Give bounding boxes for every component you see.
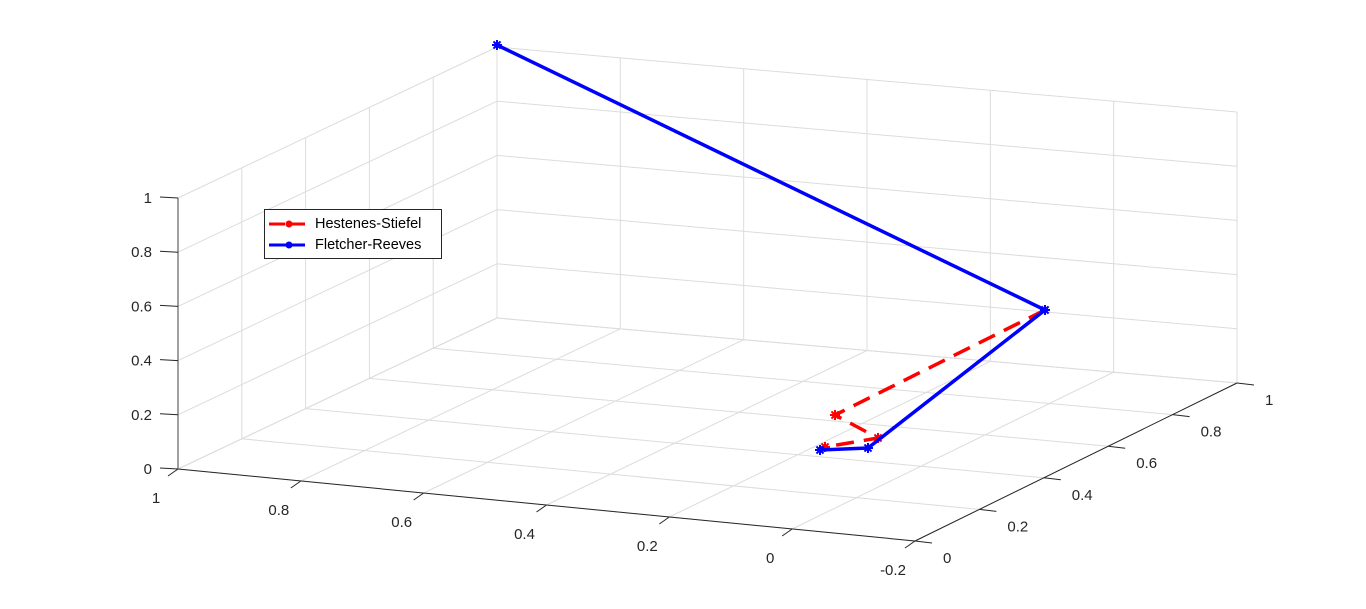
x-tick-label: 0.2 — [637, 538, 658, 555]
x-tick-label: 0.4 — [514, 526, 535, 543]
y-tick-label: 0.6 — [1136, 455, 1157, 472]
y-tick-label: 0.2 — [1007, 518, 1028, 535]
star-marker-icon — [863, 443, 873, 453]
z-tick-label: 0.8 — [131, 244, 152, 261]
x-tick-label: 0 — [766, 550, 774, 567]
z-tick-label: 0.6 — [131, 298, 152, 315]
z-tick-label: 0 — [144, 461, 152, 478]
legend-item-hestenes-stiefel: Hestenes-Stiefel — [265, 214, 421, 234]
x-tick-label: 0.8 — [268, 502, 289, 519]
z-tick-label: 1 — [144, 190, 152, 207]
star-marker-icon — [492, 40, 502, 50]
y-tick-label: 0.8 — [1201, 424, 1222, 441]
z-tick-label: 0.4 — [131, 353, 152, 370]
tick-labels: 10.80.60.40.20-0.200.20.40.60.8100.20.40… — [131, 190, 1273, 579]
z-tick-label: 0.2 — [131, 407, 152, 424]
legend-label: Fletcher-Reeves — [315, 237, 422, 253]
axis-lines — [159, 196, 1255, 549]
y-tick-label: 0 — [943, 550, 951, 567]
y-tick-label: 1 — [1265, 392, 1273, 409]
data-series — [492, 40, 1050, 455]
legend[interactable]: Hestenes-Stiefel Fletcher-Reeves — [264, 209, 442, 259]
series-fletcher-reeves — [496, 43, 1047, 452]
star-marker-icon — [815, 445, 825, 455]
star-marker-icon — [830, 410, 840, 420]
star-marker-icon — [1040, 305, 1050, 315]
series-hestenes-stiefel — [824, 308, 1046, 449]
legend-label: Hestenes-Stiefel — [315, 216, 422, 232]
legend-item-fletcher-reeves: Fletcher-Reeves — [265, 235, 421, 255]
grid-lines — [177, 46, 1238, 542]
solid-line-marker-icon — [269, 241, 305, 249]
x-tick-label: -0.2 — [880, 562, 906, 579]
dashed-line-marker-icon — [269, 220, 305, 228]
x-tick-label: 0.6 — [391, 514, 412, 531]
y-tick-label: 0.4 — [1072, 487, 1093, 504]
x-tick-label: 1 — [152, 490, 160, 507]
